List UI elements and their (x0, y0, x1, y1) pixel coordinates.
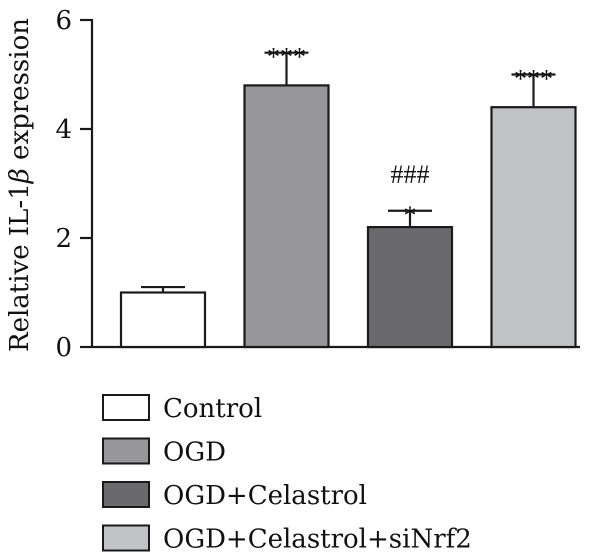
significance-label: *** (514, 65, 553, 94)
bar-2 (243, 84, 330, 349)
legend-label-2: OGD (163, 438, 226, 468)
y-axis-label-prefix: Relative IL-1 (5, 183, 35, 352)
bar-1 (119, 291, 207, 349)
legend-label-3: OGD+Celastrol (163, 481, 367, 511)
legend-label-1: Control (163, 394, 262, 424)
legend-label-4: OGD+Celastrol+siNrf2 (163, 525, 472, 555)
y-axis-label-suffix: expression (5, 18, 35, 168)
legend: Control OGD OGD+Celastrol OGD+Celastrol+siN… (102, 394, 472, 555)
y-axis-label: Relative IL-1β expression (5, 18, 35, 352)
significance-label: *** (267, 43, 306, 72)
y-tick-label: 6 (55, 6, 72, 36)
significance-label: * (404, 201, 417, 230)
y-tick-label: 4 (55, 115, 72, 145)
legend-swatch-3 (102, 481, 150, 508)
significance-annotations: ***###**** (267, 43, 553, 230)
legend-swatch-2 (102, 437, 150, 465)
y-tick-label: 0 (55, 333, 72, 363)
bar-4 (490, 106, 577, 349)
significance-label: ### (391, 160, 430, 189)
y-axis-label-symbol: β (5, 168, 35, 184)
legend-swatch-1 (102, 394, 150, 421)
bars (119, 51, 577, 349)
y-tick-label: 2 (55, 224, 72, 254)
bar-3 (366, 226, 454, 349)
legend-swatch-4 (102, 524, 150, 552)
